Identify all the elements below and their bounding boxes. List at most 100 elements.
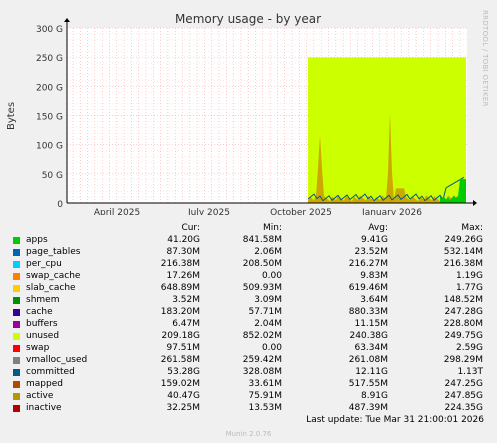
legend-row-cache: cache 183.20M 57.71M 880.33M 247.28G: [0, 306, 497, 318]
legend-avg: 487.39M: [348, 403, 388, 413]
legend-row-unused: unused 209.18G 852.02M 240.38G 249.75G: [0, 330, 497, 342]
legend-max: 249.75G: [444, 331, 483, 341]
y-tick-label: 200 G: [36, 83, 63, 93]
legend-name: shmem: [26, 295, 60, 305]
y-axis-label: Bytes: [6, 102, 17, 130]
legend-min: 0.00: [261, 343, 282, 353]
x-tick-label: July 2025: [187, 208, 230, 215]
legend-swatch: [13, 369, 20, 376]
legend-avg: 63.34M: [354, 343, 388, 353]
legend-name: swap_cache: [26, 271, 81, 281]
legend-avg: 8.91G: [360, 391, 388, 401]
legend-max: 1.19G: [455, 271, 483, 281]
legend-avg: 9.41G: [360, 235, 388, 245]
legend-max: 298.29M: [443, 355, 483, 365]
y-tick-label: 250 G: [36, 54, 63, 64]
legend-min: 75.91M: [248, 391, 282, 401]
legend-cur: 40.47G: [167, 391, 200, 401]
legend-max: 1.13T: [457, 367, 483, 377]
legend-avg: 11.15M: [354, 319, 388, 329]
legend-cur: 53.28G: [167, 367, 200, 377]
legend-name: slab_cache: [26, 283, 76, 293]
legend-cur: 17.26M: [166, 271, 200, 281]
legend-row-buffers: buffers 6.47M 2.04M 11.15M 228.80M: [0, 318, 497, 330]
legend-min: 13.53M: [248, 403, 282, 413]
munin-version: Munin 2.0.76: [225, 430, 272, 438]
legend-swatch: [13, 393, 20, 400]
legend-max: 228.80M: [443, 319, 483, 329]
legend-avg: 3.64M: [360, 295, 388, 305]
legend-swatch: [13, 321, 20, 328]
legend-max: 247.25G: [444, 379, 483, 389]
last-update: Last update: Tue Mar 31 21:00:01 2026: [306, 415, 484, 425]
legend-row-per_cpu: per_cpu 216.38M 208.50M 216.27M 216.38M: [0, 258, 497, 270]
legend-min: 3.09M: [254, 295, 282, 305]
legend-min: 2.04M: [254, 319, 282, 329]
legend-cur: 209.18G: [161, 331, 200, 341]
legend-max: 1.77G: [455, 283, 483, 293]
legend-swatch: [13, 357, 20, 364]
legend-swatch: [13, 405, 20, 412]
legend-header-cur: Cur:: [181, 223, 200, 233]
chart-title: Memory usage - by year: [175, 12, 321, 26]
legend-row-apps: apps 41.20G 841.58M 9.41G 249.26G: [0, 234, 497, 246]
legend-avg: 240.38G: [349, 331, 388, 341]
legend-min: 33.61M: [248, 379, 282, 389]
legend-name: vmalloc_used: [26, 355, 88, 365]
y-tick-labels: 0 50 G 100 G 150 G 200 G 250 G 300 G: [36, 25, 63, 210]
legend-swatch: [13, 333, 20, 340]
legend-min: 2.06M: [254, 247, 282, 257]
legend-min: 57.71M: [248, 307, 282, 317]
y-tick-label: 100 G: [36, 142, 63, 152]
legend-avg: 517.55M: [348, 379, 388, 389]
series-unused-area: [308, 57, 466, 204]
x-tick-label: January 2026: [361, 208, 422, 215]
legend-min: 328.08M: [242, 367, 282, 377]
legend-row-swap_cache: swap_cache 17.26M 0.00 9.83M 1.19G: [0, 270, 497, 282]
legend-avg: 261.08M: [348, 355, 388, 365]
legend-cur: 216.38M: [160, 259, 200, 269]
x-tick-labels: April 2025 July 2025 October 2025 January 2…: [94, 208, 422, 215]
y-tick-label: 150 G: [36, 113, 63, 123]
legend-swatch: [13, 381, 20, 388]
legend-row-vmalloc_used: vmalloc_used 261.58M 259.42M 261.08M 298.29M: [0, 354, 497, 366]
legend-header-min: Min:: [262, 223, 282, 233]
legend-name: page_tables: [26, 247, 81, 257]
legend-name: committed: [26, 367, 75, 377]
legend-max: 247.28G: [444, 307, 483, 317]
series-areas: [307, 57, 466, 204]
legend-name: apps: [26, 235, 48, 245]
y-tick-label: 0: [57, 200, 63, 210]
legend-max: 148.52M: [443, 295, 483, 305]
legend-row-swap: swap 97.51M 0.00 63.34M 2.59G: [0, 342, 497, 354]
legend-row-committed: committed 53.28G 328.08M 12.11G 1.13T: [0, 366, 497, 378]
legend-avg: 619.46M: [348, 283, 388, 293]
legend-header: Cur: Min: Avg: Max:: [0, 222, 497, 234]
series-committed-line: [307, 176, 465, 202]
legend-name: unused: [26, 331, 60, 341]
x-tick-label: October 2025: [270, 208, 332, 215]
legend-cur: 97.51M: [166, 343, 200, 353]
legend-cur: 648.89M: [160, 283, 200, 293]
axes: [64, 18, 477, 206]
legend-avg: 9.83M: [360, 271, 388, 281]
legend-cur: 32.25M: [166, 403, 200, 413]
legend-row-page_tables: page_tables 87.30M 2.06M 23.52M 532.14M: [0, 246, 497, 258]
legend-cur: 183.20M: [160, 307, 200, 317]
rrdtool-credit: RRDTOOL / TOBI OETIKER: [481, 10, 489, 107]
legend-row-slab_cache: slab_cache 648.89M 509.93M 619.46M 1.77G: [0, 282, 497, 294]
legend-swatch: [13, 297, 20, 304]
x-axis-arrow: [473, 200, 477, 206]
legend-swatch: [13, 261, 20, 268]
legend-cur: 41.20G: [167, 235, 200, 245]
legend-cur: 159.02M: [160, 379, 200, 389]
memory-chart: Memory usage - by year Bytes 0 50 G 100 G 1…: [0, 0, 497, 215]
y-tick-label: 50 G: [42, 171, 63, 181]
legend-avg: 880.33M: [348, 307, 388, 317]
legend-swatch: [13, 345, 20, 352]
legend-min: 509.93M: [242, 283, 282, 293]
legend-max: 532.14M: [443, 247, 483, 257]
legend-row-inactive: inactive 32.25M 13.53M 487.39M 224.35G: [0, 402, 497, 414]
legend-max: 224.35G: [444, 403, 483, 413]
legend-swatch: [13, 249, 20, 256]
